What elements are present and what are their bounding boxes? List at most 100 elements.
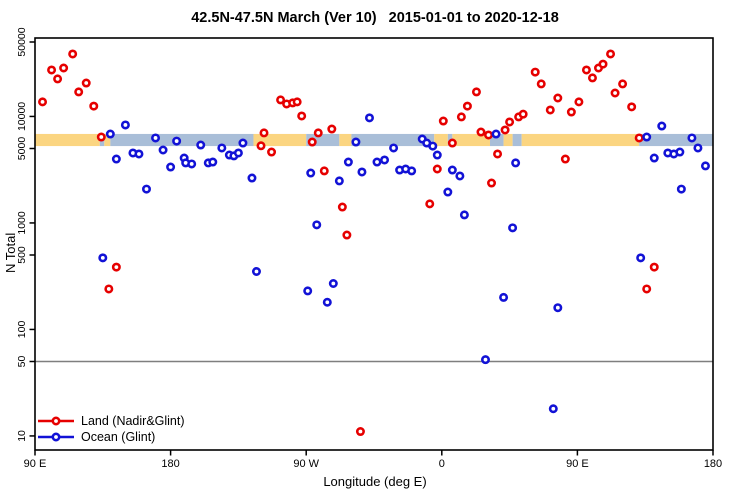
data-point	[342, 230, 352, 240]
data-point	[89, 101, 99, 111]
data-point	[303, 286, 313, 296]
ocean-series-symbol	[38, 432, 74, 442]
data-point	[151, 133, 161, 143]
data-point	[548, 404, 558, 414]
land-band-segment	[521, 133, 640, 147]
x-tick-label: 180	[704, 458, 722, 470]
data-point	[700, 161, 710, 171]
data-point	[553, 303, 563, 313]
data-point	[306, 168, 316, 178]
data-point	[545, 105, 555, 115]
data-point	[447, 138, 457, 148]
data-point	[432, 150, 442, 160]
y-tick-label: 50000	[16, 27, 28, 56]
data-point	[111, 154, 121, 164]
data-point	[319, 166, 329, 176]
data-point	[432, 164, 442, 174]
land-band-segment	[104, 133, 111, 147]
data-point	[508, 223, 518, 233]
legend-item-ocean: Ocean (Glint)	[37, 429, 185, 445]
y-tick-label: 50	[16, 356, 28, 368]
data-point	[327, 124, 337, 134]
data-point	[634, 133, 644, 143]
y-tick-label: 1000	[16, 211, 28, 235]
data-point	[187, 159, 197, 169]
data-point	[267, 147, 277, 157]
data-point	[217, 143, 227, 153]
data-point	[657, 121, 667, 131]
data-point	[158, 145, 168, 155]
data-point	[251, 266, 261, 276]
data-point	[606, 49, 616, 59]
data-point	[500, 125, 510, 135]
data-point	[297, 111, 307, 121]
x-tick-label: 90 E	[566, 458, 589, 470]
data-point	[487, 178, 497, 188]
data-point	[574, 97, 584, 107]
data-point	[407, 166, 417, 176]
data-point	[518, 109, 528, 119]
data-point	[536, 79, 546, 89]
data-point	[364, 113, 374, 123]
data-point	[238, 138, 248, 148]
data-point	[676, 184, 686, 194]
data-point	[322, 297, 332, 307]
data-point	[610, 88, 620, 98]
data-point	[476, 127, 486, 137]
x-tick-label: 180	[161, 458, 179, 470]
legend-item-land: Land (Nadir&Glint)	[37, 413, 185, 429]
data-point	[104, 284, 114, 294]
land-series-symbol	[38, 416, 74, 426]
data-point	[649, 262, 659, 272]
data-point	[511, 158, 521, 168]
data-point	[351, 137, 361, 147]
data-point	[627, 102, 637, 112]
data-point	[499, 292, 509, 302]
data-point	[134, 149, 144, 159]
data-point	[105, 129, 115, 139]
y-tick-label: 100	[16, 321, 28, 339]
data-point	[459, 210, 469, 220]
data-point	[491, 129, 501, 139]
data-point	[642, 284, 652, 294]
data-point	[292, 97, 302, 107]
ocean-band-segment	[351, 133, 435, 147]
x-tick-label: 90 W	[293, 458, 319, 470]
data-point	[259, 128, 269, 138]
land-band-segment	[434, 133, 448, 147]
data-point	[276, 95, 286, 105]
legend-label-ocean: Ocean (Glint)	[81, 430, 156, 444]
chart-title: 42.5N-47.5N March (Ver 10) 2015-01-01 to…	[191, 10, 559, 26]
data-point	[471, 87, 481, 97]
data-point	[172, 136, 182, 146]
land-band-segment	[452, 133, 491, 147]
data-point	[208, 157, 218, 167]
data-point	[598, 59, 608, 69]
data-point	[505, 117, 515, 127]
data-point	[642, 132, 652, 142]
data-point	[247, 173, 257, 183]
legend-label-land: Land (Nadir&Glint)	[81, 414, 185, 428]
data-point	[372, 157, 382, 167]
data-point	[428, 141, 438, 151]
data-point	[343, 157, 353, 167]
data-point	[425, 199, 435, 209]
data-point	[196, 140, 206, 150]
data-point	[355, 427, 365, 437]
data-point	[81, 78, 91, 88]
data-point	[98, 253, 108, 263]
data-point	[307, 137, 317, 147]
y-tick-label: 10	[16, 430, 28, 442]
y-tick-label: 5000	[16, 137, 28, 161]
data-point	[380, 155, 390, 165]
land-band-segment	[253, 133, 307, 147]
data-point	[233, 148, 243, 158]
data-point	[687, 133, 697, 143]
data-point	[111, 262, 121, 272]
data-point	[649, 153, 659, 163]
data-point	[587, 73, 597, 83]
data-point	[166, 162, 176, 172]
data-point	[59, 63, 69, 73]
